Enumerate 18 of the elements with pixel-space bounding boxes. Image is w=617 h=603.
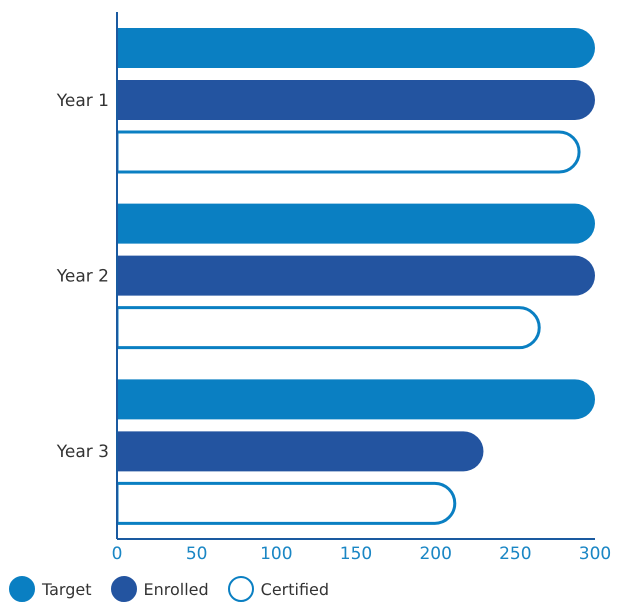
bar <box>117 28 595 68</box>
x-tick-label: 200 <box>419 544 452 564</box>
x-tick-label: 250 <box>499 544 532 564</box>
bar <box>117 204 595 244</box>
bar <box>117 306 541 350</box>
x-tick-label: 150 <box>340 544 372 564</box>
x-tick-label: 100 <box>260 544 293 564</box>
bar <box>117 379 595 420</box>
bar <box>117 482 456 525</box>
x-tick-label: 0 <box>112 544 122 564</box>
y-tick-label: Year 1 <box>56 90 109 111</box>
legend-label: Enrolled <box>142 578 209 600</box>
x-tick-label: 300 <box>578 544 612 564</box>
legend-label: Target <box>41 578 92 600</box>
x-tick-label: 50 <box>186 544 208 564</box>
y-tick-label: Year 3 <box>56 442 109 462</box>
legend-label: Certified <box>260 578 330 600</box>
y-tick-label: Year 2 <box>56 266 109 287</box>
